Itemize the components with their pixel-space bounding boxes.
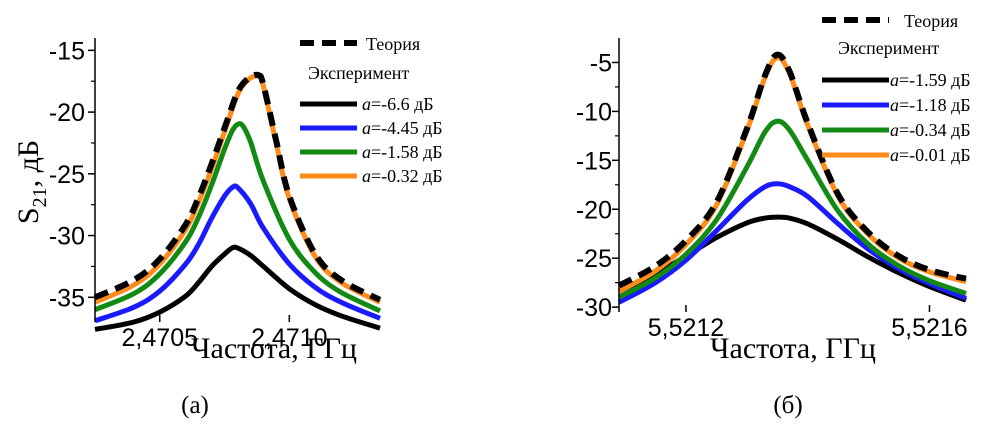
y-tick-label-a-4: -35 (49, 284, 85, 312)
y-tick-label-b-5: -30 (576, 294, 612, 322)
y-tick-label-b-2: -15 (576, 147, 612, 175)
x-tick-label-b-1: 5,5216 (891, 314, 967, 342)
legend-entry-label-b-0: a=-1.59 дБ (890, 70, 971, 90)
y-tick-label-b-3: -20 (576, 196, 612, 224)
legend-theory-label-a: Теория (366, 34, 420, 54)
x-ticks-a: 2,4705 2,4710 (122, 315, 328, 352)
experiment-curve-a-0 (94, 244, 381, 332)
legend-experiment-label-b: Эксперимент (838, 38, 939, 58)
legend-entry-label-b-2: a=-0.34 дБ (890, 120, 971, 140)
experiment-curve-a-2 (94, 121, 382, 314)
theory-curve-a-4 (93, 71, 382, 303)
legend-entry-label-a-2: a=-1.58 дБ (362, 142, 443, 162)
y-tick-label-a-1: -20 (49, 99, 85, 127)
y-axis-title-a: S21, дБ (12, 140, 51, 224)
chart-panel-a: -15 -20 -25 -30 -35 2,4705 2,4710 S21, дБ Час… (12, 34, 443, 419)
x-tick-label-a-1: 2,4710 (251, 324, 327, 352)
legend-entry-label-b-1: a=-1.18 дБ (890, 95, 971, 115)
panel-label-a: (a) (181, 392, 209, 419)
experiment-curve-b-3 (617, 55, 967, 294)
experiment-curve-b-2 (617, 118, 967, 300)
x-tick-label-a-0: 2,4705 (122, 324, 198, 352)
legend-theory-label-b: Теория (904, 11, 958, 31)
y-tick-label-a-0: -15 (49, 37, 85, 65)
experiment-curve-a-1 (94, 183, 381, 324)
y-tick-label-b-4: -25 (576, 245, 612, 273)
plot-area-b (617, 51, 967, 305)
legend-entry-label-a-0: a=-6.6 дБ (362, 94, 434, 114)
legend-entry-label-a-3: a=-0.32 дБ (362, 166, 443, 186)
legend-b: Теория Эксперимент a=-1.59 дБa=-1.18 дБa… (822, 11, 971, 165)
panel-label-b: (б) (773, 392, 802, 419)
legend-entries-b: a=-1.59 дБ a=-1.18 дБ a=-0.34 дБ a=-0.01 дБ (822, 70, 971, 165)
theory-curve-b-4 (617, 51, 967, 289)
legend-a: Теория Эксперимент a=-6.6 дБa=-4.45 дБa=… (300, 34, 443, 186)
experiment-curve-b-1 (617, 181, 967, 305)
y-tick-label-a-2: -25 (49, 161, 85, 189)
legend-experiment-label-a: Эксперимент (308, 63, 409, 83)
legend-entries-a: a=-6.6 дБ a=-4.45 дБ a=-1.58 дБ a=-0.32 дБ (300, 94, 443, 186)
y-axis-title-subscript-a: 21 (29, 187, 51, 207)
y-tick-label-b-0: -5 (590, 49, 612, 77)
x-axis-title-a: Частота, ГГц (191, 332, 357, 365)
x-ticks-b: 5,5212 5,5216 (648, 305, 968, 342)
y-ticks-a: -15 -20 -25 -30 -35 (49, 37, 95, 312)
y-tick-label-b-1: -10 (576, 98, 612, 126)
y-ticks-b: -5 -10 -15 -20 -25 -30 (576, 49, 619, 322)
legend-entry-label-b-3: a=-0.01 дБ (890, 145, 971, 165)
x-tick-label-b-0: 5,5212 (648, 314, 724, 342)
y-tick-label-a-3: -30 (49, 223, 85, 251)
legend-entry-label-a-1: a=-4.45 дБ (362, 118, 443, 138)
x-axis-title-b: Частота, ГГц (710, 332, 876, 365)
chart-panel-b: -5 -10 -15 -20 -25 -30 5,5212 5,5216 Частота, … (576, 11, 971, 419)
plot-area-a (93, 71, 382, 332)
